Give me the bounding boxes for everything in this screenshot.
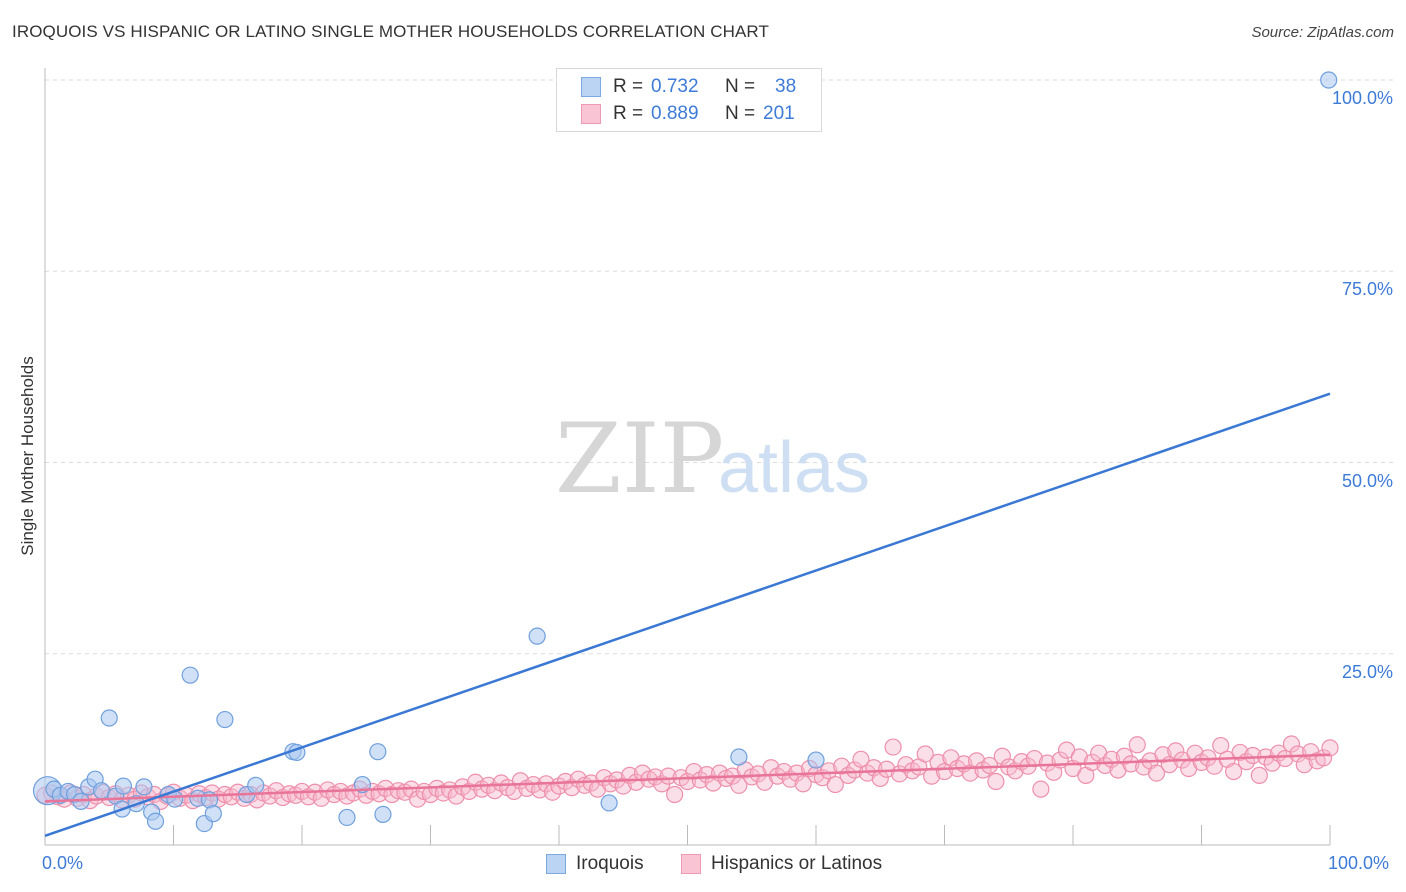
- hispanic-point: [646, 768, 664, 786]
- iroquois-point: [181, 666, 199, 684]
- y-tick-label: 25.0%: [1341, 661, 1393, 682]
- hispanic-point: [1032, 780, 1050, 798]
- x-tick-100: 100.0%: [1328, 853, 1390, 873]
- trend-lines: [44, 392, 1331, 838]
- iroquois-n-label: N =: [725, 76, 756, 97]
- y-tick-label: 75.0%: [1341, 279, 1393, 300]
- hispanic-point: [543, 783, 562, 801]
- hispanic-point: [845, 761, 864, 779]
- hispanic-swatch: [581, 104, 601, 124]
- hispanic-point: [531, 781, 549, 799]
- hispanic-point: [884, 738, 902, 756]
- iroquois-point: [369, 743, 387, 761]
- hispanic-point: [633, 764, 652, 782]
- watermark-atlas: atlas: [718, 428, 870, 508]
- watermark: ZIP atlas: [555, 403, 870, 515]
- hispanic-point: [666, 785, 684, 804]
- hispanic-point: [1263, 754, 1281, 772]
- bottom-iroquois-label: Iroquois: [576, 853, 644, 874]
- hispanic-r-value: 0.889: [651, 103, 699, 124]
- iroquois-n-value: 38: [775, 76, 797, 97]
- iroquois-point: [114, 777, 132, 795]
- hispanic-point: [916, 745, 934, 763]
- hispanic-point: [1225, 762, 1243, 781]
- watermark-zip: ZIP: [555, 403, 724, 515]
- hispanic-trend-line: [44, 753, 1331, 803]
- y-axis-label: Single Mother Households: [18, 356, 37, 556]
- y-tick-label: 50.0%: [1341, 470, 1393, 491]
- hispanic-point: [968, 752, 986, 770]
- iroquois-point: [807, 751, 825, 769]
- y-tick-label: 100.0%: [1331, 88, 1393, 108]
- hispanic-point: [267, 782, 285, 800]
- iroquois-point: [100, 709, 118, 727]
- hispanic-r-label: R =: [613, 103, 644, 124]
- bottom-hispanic-swatch: [681, 854, 701, 874]
- hispanic-point: [833, 757, 851, 775]
- hispanic-point: [897, 756, 915, 774]
- iroquois-r-value: 0.732: [651, 76, 699, 97]
- chart-title: IROQUOIS VS HISPANIC OR LATINO SINGLE MO…: [12, 22, 769, 41]
- iroquois-point: [204, 805, 222, 823]
- hispanic-n-value: 201: [763, 103, 795, 124]
- iroquois-point: [374, 805, 392, 824]
- iroquois-point: [216, 710, 234, 729]
- hispanic-point: [993, 747, 1011, 765]
- hispanic-point: [460, 782, 478, 801]
- hispanic-point: [1276, 749, 1294, 768]
- hispanic-point: [1282, 735, 1301, 753]
- hispanic-point: [704, 774, 722, 792]
- hispanic-point: [1231, 743, 1249, 762]
- hispanic-point: [929, 753, 947, 771]
- hispanic-point: [1244, 746, 1262, 765]
- hispanic-point: [826, 775, 844, 794]
- iroquois-point: [1320, 71, 1338, 89]
- hispanic-point: [1128, 736, 1146, 754]
- hispanic-point: [389, 782, 407, 800]
- iroquois-point: [146, 812, 165, 830]
- hispanic-point: [1321, 739, 1339, 757]
- hispanic-point: [1212, 736, 1230, 755]
- axes: [44, 68, 1331, 846]
- hispanic-point: [1167, 742, 1185, 760]
- bottom-hispanic-label: Hispanics or Latinos: [711, 853, 883, 874]
- hispanic-point: [1154, 746, 1172, 764]
- iroquois-point: [338, 808, 356, 827]
- hispanic-point: [1147, 764, 1166, 782]
- hispanic-point: [1186, 744, 1204, 762]
- iroquois-point: [600, 794, 618, 812]
- bottom-iroquois-swatch: [546, 854, 566, 874]
- iroquois-r-label: R =: [613, 76, 644, 97]
- hispanic-point: [1096, 756, 1114, 775]
- iroquois-point: [247, 776, 265, 794]
- hispanic-point: [794, 775, 812, 793]
- iroquois-point: [730, 748, 748, 766]
- hispanic-point: [987, 772, 1005, 791]
- hispanic-point: [614, 777, 632, 795]
- iroquois-point: [528, 627, 546, 645]
- hispanic-point: [980, 756, 999, 775]
- hispanic-point: [1122, 755, 1140, 773]
- grid-lines: [45, 79, 1395, 655]
- correlation-legend: R = 0.732 N = 38 R = 0.889 N = 201: [556, 68, 822, 132]
- hispanic-point: [820, 762, 838, 780]
- hispanic-point: [878, 760, 896, 778]
- hispanic-point: [1038, 754, 1056, 772]
- iroquois-point: [135, 778, 153, 796]
- hispanic-point: [852, 750, 870, 768]
- hispanic-point: [447, 787, 465, 805]
- hispanic-point: [1250, 766, 1268, 784]
- hispanic-point: [1289, 745, 1307, 763]
- iroquois-swatch: [581, 77, 601, 97]
- source-label: Source: ZipAtlas.com: [1251, 24, 1394, 41]
- x-tick-0: 0.0%: [42, 853, 84, 873]
- iroquois-trend-line: [44, 392, 1331, 838]
- hispanic-n-label: N =: [725, 103, 756, 124]
- hispanic-point: [627, 773, 645, 791]
